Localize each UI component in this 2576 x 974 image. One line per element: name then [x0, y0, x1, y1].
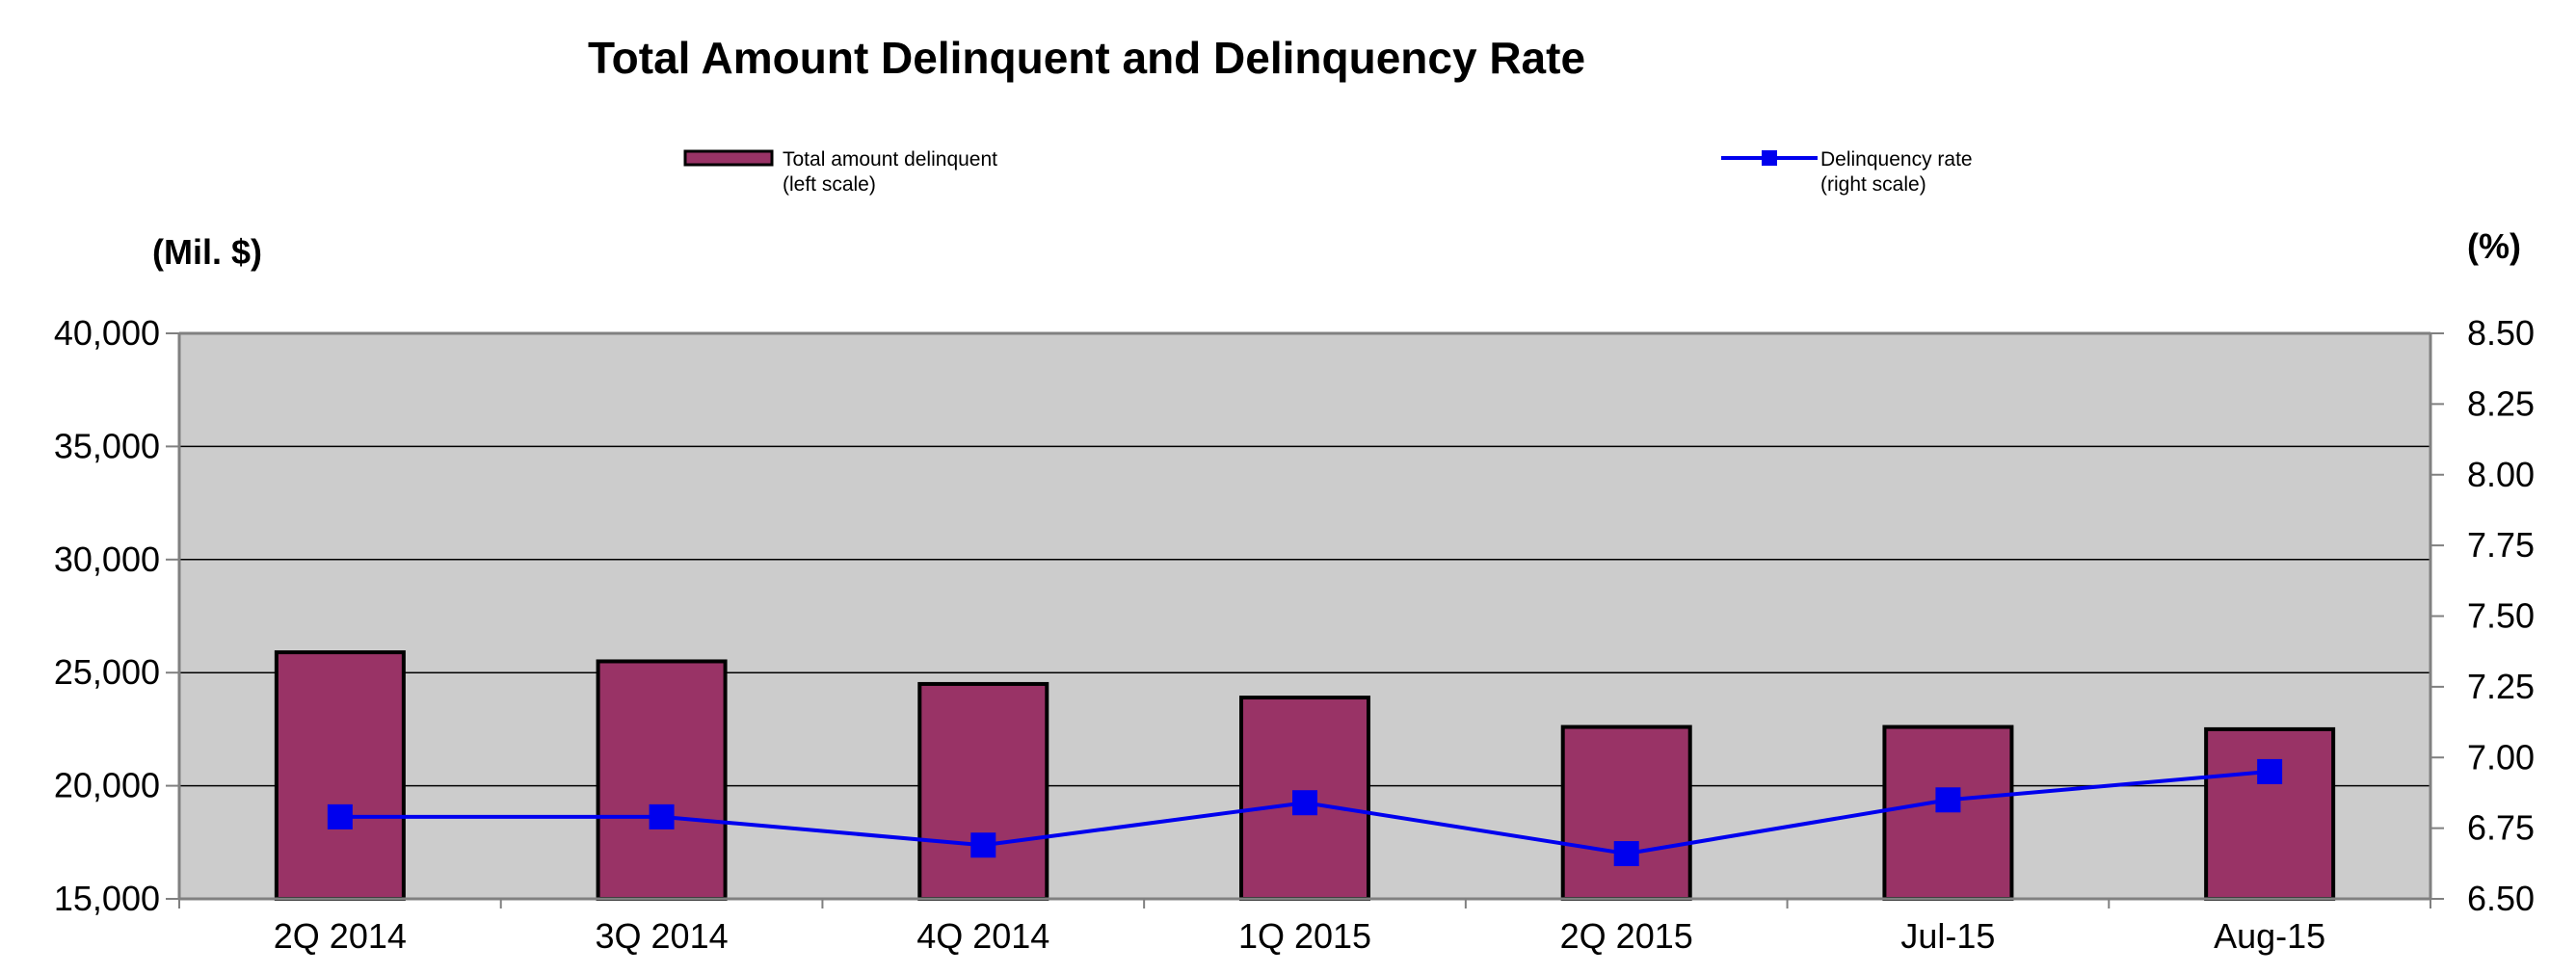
left-tick-label: 15,000: [54, 879, 160, 918]
legend: Total amount delinquent (left scale) Del…: [683, 148, 1973, 196]
legend-swatch-bars: [683, 149, 774, 167]
line-point: [1613, 841, 1639, 867]
right-axis-unit-label: (%): [2467, 226, 2521, 266]
line-point: [1292, 790, 1317, 816]
right-tick-label: 7.75: [2467, 525, 2535, 565]
right-tick-label: 8.25: [2467, 383, 2535, 423]
line-point: [2257, 758, 2283, 784]
right-tick-label: 7.25: [2467, 667, 2535, 706]
right-tick-label: 7.50: [2467, 596, 2535, 636]
line-series: [327, 758, 2283, 867]
bar: [1560, 724, 1692, 901]
category-label: 2Q 2015: [1560, 916, 1693, 956]
category-label: Jul-15: [1900, 916, 1995, 956]
left-tick-label: 35,000: [54, 426, 160, 465]
left-tick-label: 30,000: [54, 540, 160, 579]
line-point: [649, 803, 675, 829]
line-point: [970, 832, 996, 858]
right-axis-ticks: 6.50 6.75 7.00 7.25 7.50 7.75 8.00 8.25 8.50: [2430, 313, 2535, 918]
legend-bars-label: Total amount delinquent: [783, 148, 997, 171]
left-axis-unit-label: (Mil. $): [152, 232, 262, 272]
left-tick-label: 20,000: [54, 766, 160, 805]
right-tick-label: 6.75: [2467, 808, 2535, 848]
right-tick-label: 8.00: [2467, 455, 2535, 494]
bar: [917, 681, 1049, 901]
category-label: Aug-15: [2214, 916, 2325, 956]
legend-bars-sublabel: (left scale): [783, 173, 876, 196]
bar: [1882, 724, 2014, 901]
right-tick-label: 7.00: [2467, 737, 2535, 777]
bar: [274, 650, 406, 901]
category-label: 3Q 2014: [596, 916, 729, 956]
left-tick-label: 40,000: [54, 313, 160, 353]
bar: [1239, 696, 1370, 902]
bar: [2204, 726, 2336, 902]
chart-title: Total Amount Delinquent and Delinquency …: [588, 33, 1585, 83]
line-point: [1935, 787, 1961, 813]
category-label: 4Q 2014: [916, 916, 1049, 956]
left-tick-label: 25,000: [54, 652, 160, 692]
category-label: 2Q 2014: [274, 916, 407, 956]
line-point: [327, 803, 353, 829]
legend-line-sublabel: (right scale): [1820, 173, 1926, 196]
legend-swatch-marker: [1762, 150, 1777, 166]
right-tick-label: 8.50: [2467, 313, 2535, 353]
category-labels: 2Q 2014 3Q 2014 4Q 2014 1Q 2015 2Q 2015 Jul-1…: [274, 916, 2325, 956]
left-axis-ticks: 15,000 20,000 25,000 30,000 35,000 40,000: [54, 313, 179, 918]
bar: [596, 659, 728, 902]
bar-series: [274, 650, 2336, 902]
right-tick-label: 6.50: [2467, 879, 2535, 918]
category-label: 1Q 2015: [1238, 916, 1371, 956]
legend-line-label: Delinquency rate: [1820, 148, 1973, 171]
